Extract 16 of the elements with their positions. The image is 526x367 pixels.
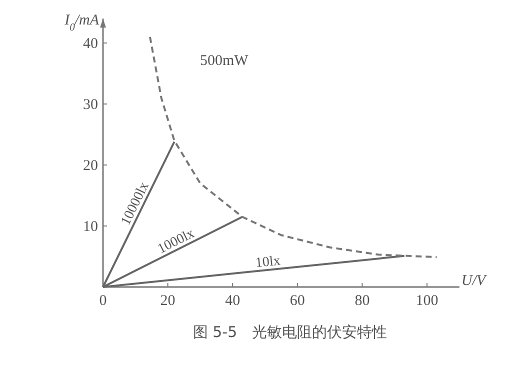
y-tick-label: 40 bbox=[83, 36, 98, 52]
text: 500mW bbox=[200, 52, 250, 69]
text: 图 5-5 光敏电阻的伏安特性 bbox=[192, 323, 388, 341]
y-tick-label: 20 bbox=[83, 158, 98, 174]
x-tick-label: 60 bbox=[290, 293, 305, 309]
x-tick-label: 20 bbox=[160, 293, 176, 309]
x-tick-label: 100 bbox=[416, 293, 438, 309]
x-tick-label: 40 bbox=[225, 293, 240, 309]
x-tick-label: 0 bbox=[99, 293, 107, 309]
text: 10lx bbox=[254, 254, 282, 272]
y-axis-title: I$_{0}$/mA bbox=[64, 12, 100, 34]
y-tick-label: 30 bbox=[83, 97, 98, 113]
x-tick-label: 80 bbox=[354, 293, 370, 309]
x-axis-title: U/V bbox=[461, 273, 488, 289]
y-tick-label: 10 bbox=[83, 219, 98, 235]
text: 1000lx bbox=[156, 226, 197, 258]
